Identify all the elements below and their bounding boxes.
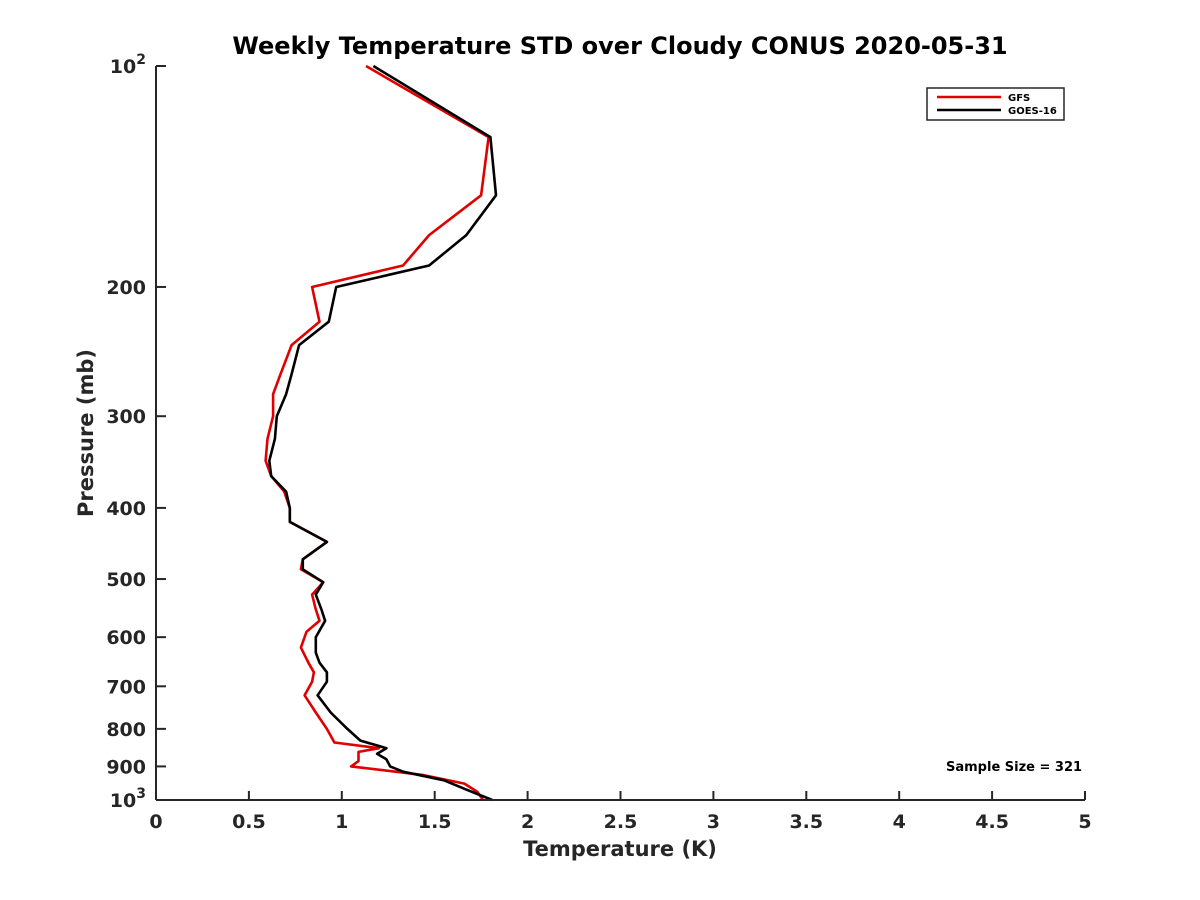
series-line-gfs: [264, 64, 490, 801]
legend: GFS GOES-16: [926, 87, 1065, 121]
y-tick-label: 400: [106, 498, 146, 520]
y-tick-label: 200: [106, 277, 146, 299]
legend-label-gfs: GFS: [1008, 93, 1030, 104]
x-tick-label: 2: [521, 811, 534, 833]
x-tick-label: 0: [149, 811, 162, 833]
sample-size-annotation: Sample Size = 321: [946, 760, 1082, 775]
y-tick-label: 103: [110, 786, 146, 812]
legend-label-goes16: GOES-16: [1008, 106, 1057, 117]
x-tick-label: 0.5: [232, 811, 266, 833]
plot-area: [155, 64, 1085, 802]
x-axis-label: Temperature (K): [523, 837, 717, 861]
y-tick-label: 300: [106, 406, 146, 428]
legend-box: [926, 87, 1065, 121]
y-tick-label: 900: [106, 756, 146, 778]
y-axis-label: Pressure (mb): [74, 349, 98, 517]
series-layer: [264, 64, 498, 802]
y-tick-label: 500: [106, 569, 146, 591]
x-tick-label: 4: [893, 811, 906, 833]
series-line-goes16: [268, 64, 498, 802]
y-tick-label: 600: [106, 627, 146, 649]
x-tick-label: 3: [707, 811, 720, 833]
y-axis-ticks: 102 200 300 400 500 600 700 800 900 103: [106, 52, 166, 812]
x-tick-label: 4.5: [975, 811, 1009, 833]
x-tick-label: 1: [335, 811, 348, 833]
x-axis-ticks: 0 0.5 1 1.5 2 2.5 3 3.5 4 4.5 5: [149, 791, 1092, 833]
x-tick-label: 3.5: [789, 811, 823, 833]
x-tick-label: 1.5: [418, 811, 452, 833]
y-tick-label: 800: [106, 719, 146, 741]
chart-title: Weekly Temperature STD over Cloudy CONUS…: [232, 32, 1007, 60]
x-tick-label: 2.5: [604, 811, 638, 833]
x-tick-label: 5: [1078, 811, 1091, 833]
y-tick-label: 102: [110, 52, 146, 78]
y-tick-label: 700: [106, 676, 146, 698]
